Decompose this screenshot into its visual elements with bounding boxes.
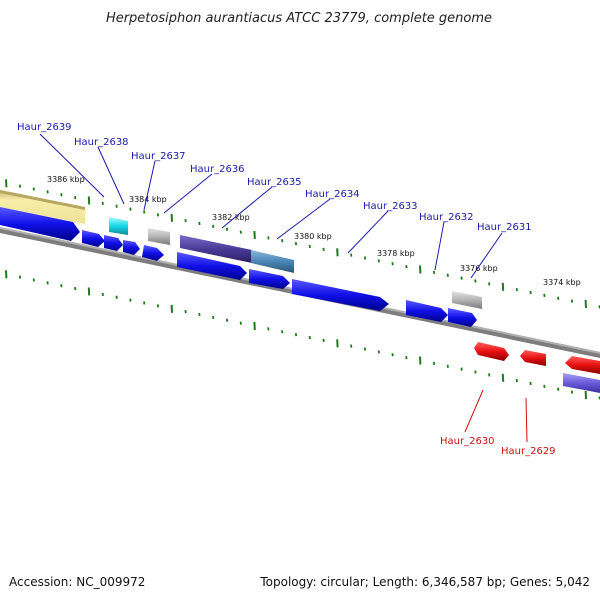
gene-labels: Haur_2639 Haur_2638 Haur_2637 Haur_2636 … [17, 122, 556, 457]
kbp-label: 3384 kbp [129, 195, 167, 204]
gene-feature[interactable] [292, 279, 389, 311]
gene-feature[interactable] [452, 291, 482, 309]
gene-feature[interactable] [474, 342, 509, 361]
gene-feature[interactable] [142, 245, 164, 261]
kbp-label: 3376 kbp [460, 264, 498, 273]
gene-feature[interactable] [448, 308, 477, 327]
gene-feature[interactable] [563, 373, 600, 393]
gene-feature[interactable] [148, 228, 170, 245]
kbp-label: 3380 kbp [294, 232, 332, 241]
gene-label-haur-2630[interactable]: Haur_2630 [440, 436, 495, 447]
gene-feature[interactable] [251, 250, 294, 273]
kbp-labels: 3386 kbp 3384 kbp 3382 kbp 3380 kbp 3378… [47, 175, 581, 287]
gene-label-haur-2636[interactable]: Haur_2636 [190, 164, 245, 175]
gene-label-haur-2637[interactable]: Haur_2637 [131, 151, 186, 162]
gene-features [0, 190, 600, 393]
genome-summary-text: Topology: circular; Length: 6,346,587 bp… [259, 575, 590, 589]
gene-feature[interactable] [520, 350, 546, 366]
gene-label-haur-2635[interactable]: Haur_2635 [247, 177, 302, 188]
gene-label-haur-2638[interactable]: Haur_2638 [74, 137, 129, 148]
gene-feature[interactable] [406, 300, 448, 322]
gene-label-haur-2633[interactable]: Haur_2633 [363, 201, 418, 212]
kbp-label: 3378 kbp [377, 249, 415, 258]
gene-feature[interactable] [0, 207, 80, 241]
gene-feature[interactable] [123, 240, 140, 255]
gene-feature[interactable] [104, 235, 123, 251]
gene-feature[interactable] [109, 217, 128, 235]
genome-title: Herpetosiphon aurantiacus ATCC 23779, co… [106, 11, 492, 26]
kbp-label: 3386 kbp [47, 175, 85, 184]
gene-label-haur-2634[interactable]: Haur_2634 [305, 189, 360, 200]
gene-label-haur-2629[interactable]: Haur_2629 [501, 446, 556, 457]
gene-feature[interactable] [177, 252, 247, 280]
gene-feature[interactable] [565, 356, 600, 374]
gene-label-haur-2632[interactable]: Haur_2632 [419, 212, 474, 223]
kbp-label: 3382 kbp [212, 213, 250, 222]
gene-feature[interactable] [82, 230, 105, 247]
gene-feature[interactable] [249, 269, 290, 289]
label-leaders [39, 133, 528, 443]
accession-text: Accession: NC_009972 [9, 575, 145, 589]
gene-feature[interactable] [180, 235, 252, 263]
kbp-label: 3374 kbp [543, 278, 581, 287]
gene-label-haur-2639[interactable]: Haur_2639 [17, 122, 72, 133]
kbp-tick-rows [5, 179, 600, 400]
gene-feature[interactable] [0, 190, 85, 224]
gene-label-haur-2631[interactable]: Haur_2631 [477, 222, 532, 233]
